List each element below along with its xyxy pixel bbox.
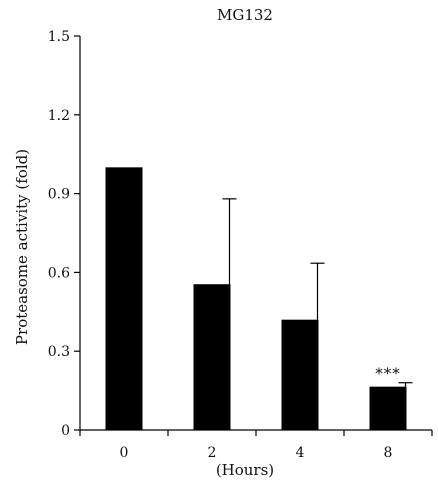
bar <box>105 167 143 431</box>
y-tick-label: 0 <box>61 423 70 439</box>
tick-labels: 0 0.3 0.6 0.9 1.2 1.5 0 2 4 8 <box>48 29 393 461</box>
bar <box>281 319 319 430</box>
x-tick-label: 8 <box>384 445 393 461</box>
y-tick-label: 0.3 <box>48 344 70 360</box>
chart-title: MG132 <box>217 6 273 24</box>
significance-annotation: *** <box>375 365 401 383</box>
bars <box>105 167 407 431</box>
y-tick-label: 1.2 <box>48 108 70 124</box>
annotations: *** <box>375 365 401 383</box>
y-axis-label: Proteasome activity (fold) <box>13 149 31 345</box>
x-tick-label: 2 <box>208 445 217 461</box>
x-tick-label: 4 <box>296 445 305 461</box>
error-bars <box>222 198 413 387</box>
y-tick-label: 1.5 <box>48 29 70 45</box>
bar <box>193 284 231 430</box>
x-tick-label: 0 <box>120 445 129 461</box>
bar <box>369 386 407 430</box>
y-tick-label: 0.9 <box>48 187 70 203</box>
x-axis-label: (Hours) <box>216 461 274 479</box>
y-tick-label: 0.6 <box>48 265 70 281</box>
